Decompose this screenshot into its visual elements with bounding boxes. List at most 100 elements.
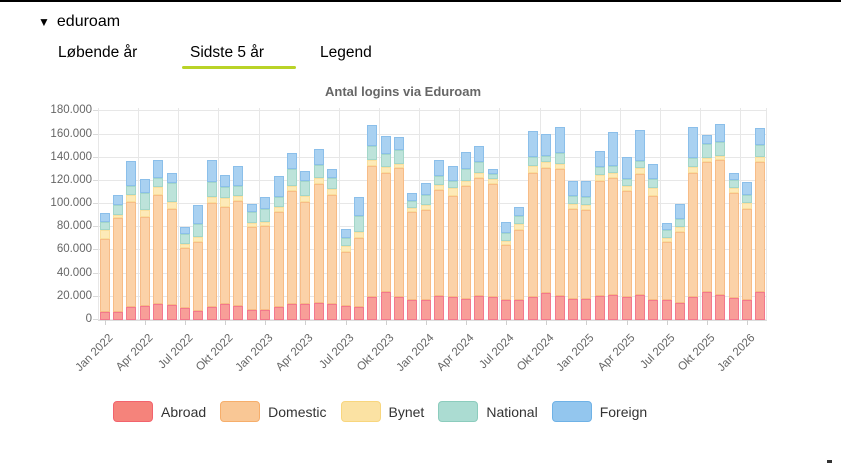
legend-item-bynet[interactable]: Bynet [340,401,425,422]
bar-jan-2024[interactable] [420,183,431,320]
legend-item-foreign[interactable]: Foreign [551,401,647,422]
bar-segment-domestic [487,184,498,297]
x-axis-tick [465,320,467,325]
bar-segment-abroad [581,299,592,320]
bar-sep-2025[interactable] [688,126,699,320]
bar-feb-2023[interactable] [273,176,284,320]
bar-segment-domestic [554,169,565,296]
bar-feb-2022[interactable] [113,194,124,320]
tab-sidste-5-ar[interactable]: Sidste 5 år [190,44,265,61]
bar-nov-2023[interactable] [394,137,405,320]
bar-feb-2025[interactable] [594,150,605,320]
bar-segment-abroad [661,300,672,320]
tab-legend[interactable]: Legend [320,44,372,61]
bar-nov-2025[interactable] [715,124,726,320]
bar-nov-2024[interactable] [554,126,565,320]
bar-okt-2022[interactable] [220,175,231,320]
bar-segment-foreign [380,135,391,155]
bar-segment-abroad [113,311,124,320]
legend-label: Bynet [388,403,425,420]
bar-segment-bynet [634,168,645,175]
bar-segment-abroad [367,296,378,320]
bar-segment-foreign [541,133,552,156]
bar-jun-2025[interactable] [648,163,659,320]
bar-sep-2022[interactable] [206,160,217,320]
bar-segment-domestic [648,196,659,301]
collapse-caret-icon: ▼ [38,15,50,29]
bar-jun-2024[interactable] [487,169,498,320]
bar-segment-national [728,179,739,188]
legend-swatch-icon [438,401,479,422]
bar-nov-2022[interactable] [233,165,244,320]
bar-aug-2023[interactable] [353,197,364,320]
bar-segment-abroad [567,299,578,320]
y-tick-label: 120.000 [50,173,92,186]
bar-feb-2026[interactable] [755,127,766,320]
legend-item-domestic[interactable]: Domestic [220,401,327,422]
bar-segment-domestic [728,192,739,298]
bar-jan-2026[interactable] [741,182,752,320]
bar-segment-domestic [434,190,445,296]
bar-sep-2024[interactable] [527,131,538,320]
bar-maj-2022[interactable] [153,160,164,320]
bar-segment-foreign [353,197,364,216]
bar-segment-bynet [460,181,471,186]
bar-feb-2024[interactable] [434,160,445,320]
bar-apr-2025[interactable] [621,156,632,320]
bar-jan-2022[interactable] [99,213,110,320]
bar-mar-2025[interactable] [608,132,619,320]
bar-apr-2022[interactable] [139,178,150,320]
bar-segment-foreign [420,183,431,195]
bar-maj-2023[interactable] [313,148,324,320]
bar-jun-2022[interactable] [166,172,177,320]
bar-okt-2024[interactable] [541,133,552,320]
bar-mar-2024[interactable] [447,165,458,320]
y-axis-tick [93,156,98,158]
bar-jul-2023[interactable] [340,228,351,320]
bar-dec-2023[interactable] [407,192,418,320]
bar-maj-2025[interactable] [634,130,645,320]
bar-segment-abroad [313,302,324,320]
bar-dec-2022[interactable] [246,204,257,320]
bar-aug-2025[interactable] [675,204,686,320]
bar-okt-2025[interactable] [701,134,712,320]
bar-apr-2023[interactable] [300,170,311,320]
legend-item-abroad[interactable]: Abroad [113,401,206,422]
bar-segment-bynet [220,198,231,207]
plot-area [98,108,767,321]
bar-segment-domestic [634,174,645,295]
bar-segment-abroad [327,303,338,320]
bar-mar-2022[interactable] [126,161,137,320]
bar-mar-2023[interactable] [287,153,297,320]
bar-segment-foreign [608,132,619,166]
gridline-vertical [499,108,501,320]
bar-segment-national [246,212,257,223]
bar-segment-foreign [447,165,458,182]
bar-segment-abroad [420,300,431,320]
tab-lobende-ar[interactable]: Løbende år [58,44,138,61]
bar-okt-2023[interactable] [380,135,391,320]
bar-segment-foreign [287,153,297,170]
bar-jul-2024[interactable] [501,221,512,320]
bar-segment-domestic [327,194,338,304]
bar-aug-2024[interactable] [514,206,525,320]
bar-segment-bynet [675,227,686,232]
bar-jul-2022[interactable] [179,227,190,320]
bar-aug-2022[interactable] [193,205,204,320]
bar-jan-2023[interactable] [260,197,271,320]
bar-maj-2024[interactable] [474,146,485,320]
bar-segment-domestic [661,242,672,301]
legend-item-national[interactable]: National [438,401,538,422]
bar-apr-2024[interactable] [460,152,471,320]
bar-dec-2025[interactable] [728,172,739,320]
bar-sep-2023[interactable] [367,125,378,320]
section-header-eduroam[interactable]: ▼ eduroam [38,13,120,31]
bar-jul-2025[interactable] [661,222,672,320]
bar-segment-domestic [179,248,190,309]
bar-segment-national [501,233,512,242]
gridline-vertical [539,108,541,320]
bar-dec-2024[interactable] [567,181,578,320]
bar-jan-2025[interactable] [581,181,592,320]
bar-jun-2023[interactable] [327,169,338,320]
x-axis-tick [746,320,748,325]
